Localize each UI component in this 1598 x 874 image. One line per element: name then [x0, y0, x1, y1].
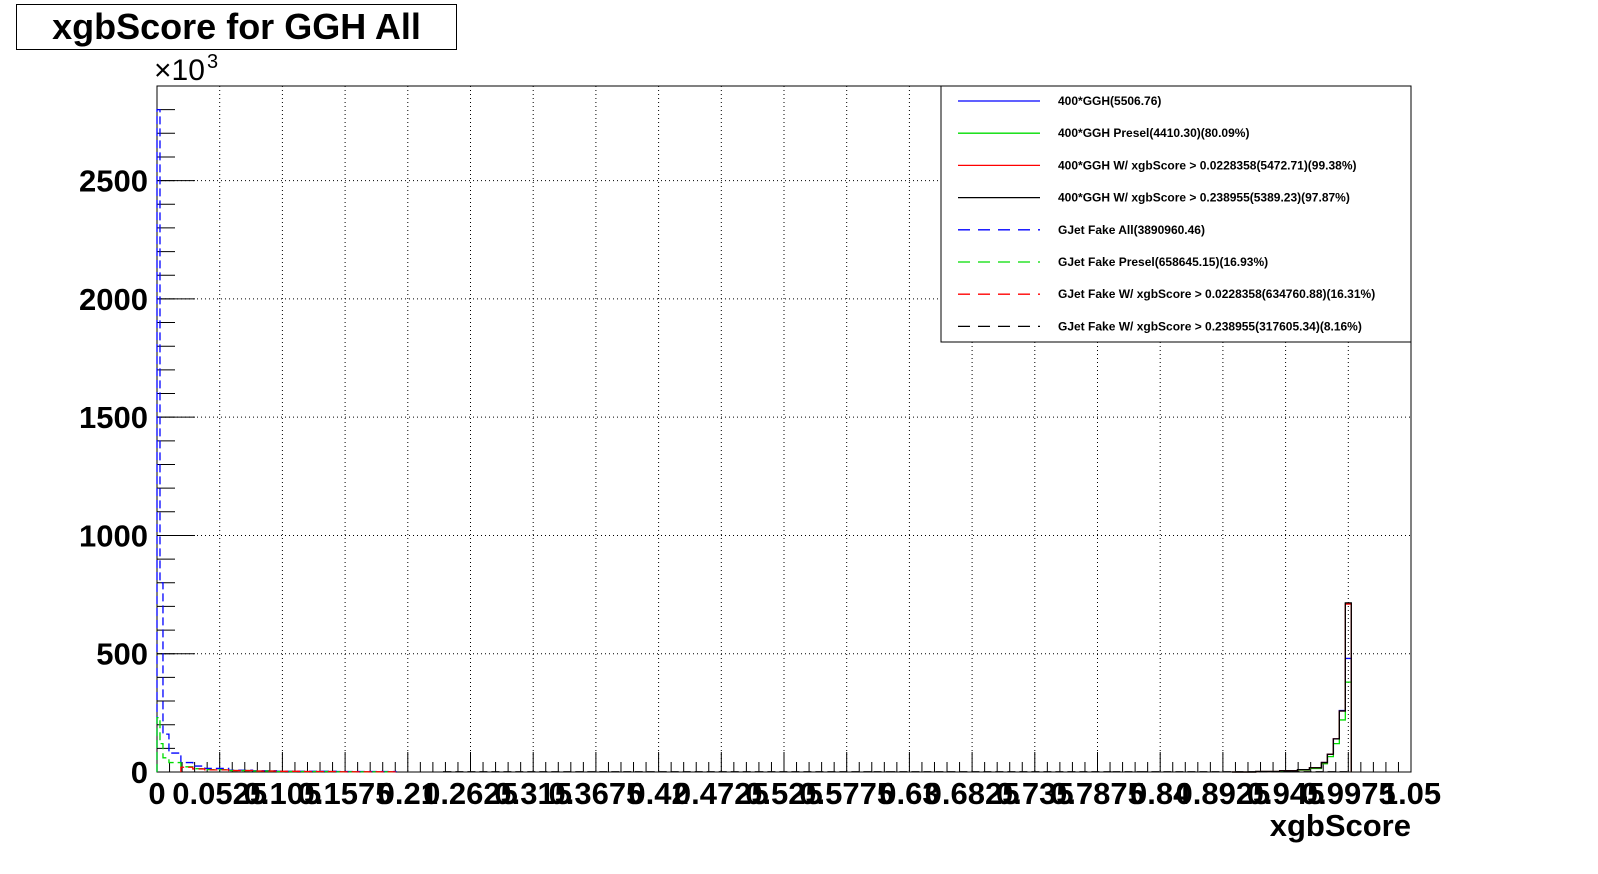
- x-tick-label: 0: [148, 776, 165, 811]
- series-line-3: [1231, 602, 1352, 773]
- x-tick-label: 0.63: [879, 776, 939, 811]
- chart-title: xgbScore for GGH All: [52, 6, 421, 47]
- x-tick-label: 0.315: [494, 776, 572, 811]
- tick-labels: 0 0.05250.1050.15750.210.26250.3150.36750…: [79, 164, 1441, 811]
- x-tick-label: 0.7875: [1050, 776, 1145, 811]
- x-tick-label: 0.2625: [423, 776, 518, 811]
- x-tick-label: 0.84: [1130, 776, 1191, 811]
- legend-entry: 400*GGH Presel(4410.30)(80.09%): [1058, 126, 1249, 140]
- legend-entry: 400*GGH(5506.76): [1058, 94, 1161, 108]
- series-line-1: [1231, 681, 1352, 773]
- x-tick-label: 0.9975: [1301, 776, 1396, 811]
- legend-entry: GJet Fake Presel(658645.15)(16.93%): [1058, 255, 1268, 269]
- x-tick-label: 0.21: [378, 776, 438, 811]
- y-tick-label: 500: [96, 637, 148, 672]
- y-tick-label: 2000: [79, 282, 148, 317]
- y-tick-label: 1000: [79, 518, 148, 553]
- legend-entry: 400*GGH W/ xgbScore > 0.238955(5389.23)(…: [1058, 191, 1350, 205]
- x-tick-label: 0.105: [244, 776, 322, 811]
- x-tick-label: 0.735: [996, 776, 1074, 811]
- y-axis-multiplier: ×10: [154, 54, 205, 87]
- x-tick-label: 0.4725: [674, 776, 769, 811]
- legend-entry: GJet Fake W/ xgbScore > 0.0228358(634760…: [1058, 287, 1375, 301]
- x-tick-label: 0.6825: [925, 776, 1020, 811]
- y-axis-multiplier-exponent: 3: [207, 51, 218, 73]
- legend-entry: 400*GGH W/ xgbScore > 0.0228358(5472.71)…: [1058, 158, 1357, 172]
- x-tick-label: 0.945: [1247, 776, 1325, 811]
- series-line-4: [156, 109, 397, 773]
- x-tick-label: 0.1575: [298, 776, 393, 811]
- y-tick-label: 2500: [79, 164, 148, 199]
- x-tick-label: 0.5775: [799, 776, 894, 811]
- legend-entry: GJet Fake All(3890960.46): [1058, 223, 1205, 237]
- chart-title-box: xgbScore for GGH All: [16, 4, 457, 50]
- x-axis-title: xgbScore: [1270, 808, 1411, 843]
- x-tick-label: 0.525: [745, 776, 823, 811]
- x-tick-label: 0.42: [628, 776, 688, 811]
- legend: 400*GGH(5506.76) 400*GGH Presel(4410.30)(…: [940, 85, 1412, 343]
- series-line-6: [180, 766, 397, 773]
- x-tick-label: 1.05: [1381, 776, 1441, 811]
- legend-entry: GJet Fake W/ xgbScore > 0.238955(317605.…: [1058, 319, 1362, 333]
- x-tick-label: 0.3675: [548, 776, 643, 811]
- series-lines: [156, 109, 1352, 773]
- y-tick-label: 0: [131, 755, 148, 790]
- y-tick-label: 1500: [79, 400, 148, 435]
- series-line-5: [156, 716, 397, 773]
- x-tick-label: 0.0525: [172, 776, 267, 811]
- x-tick-label: 0.8925: [1175, 776, 1270, 811]
- legend-box: [940, 85, 1412, 343]
